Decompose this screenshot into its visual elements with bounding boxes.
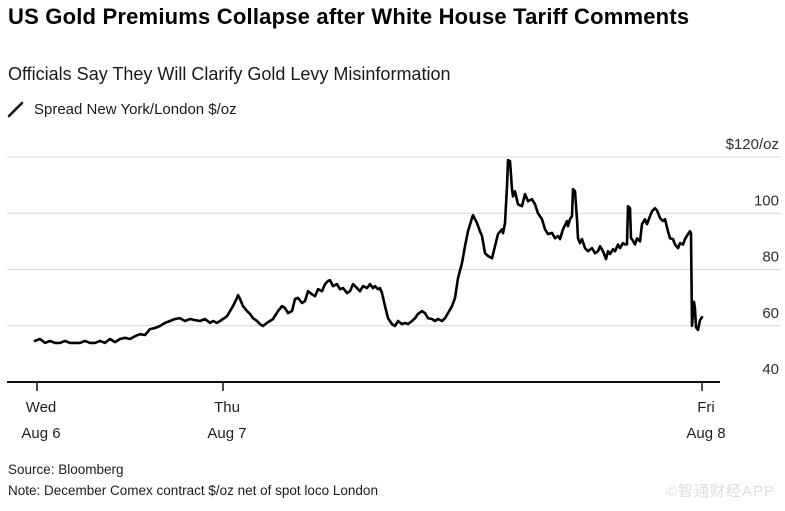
x-axis-day-label: Wed: [26, 399, 57, 416]
x-axis-date-label: Aug 8: [686, 425, 725, 442]
x-axis-date-label: Aug 7: [207, 425, 246, 442]
y-axis-label: $120/oz: [726, 136, 779, 153]
legend: Spread New York/London $/oz: [7, 100, 237, 118]
note-line: Note: December Comex contract $/oz net o…: [8, 483, 378, 498]
chart-canvas: $120/oz 100 80 60 40 Wed Aug 6 Thu Aug 7 Fri Aug 8: [0, 128, 785, 448]
chart-title: US Gold Premiums Collapse after White Ho…: [8, 4, 690, 29]
x-axis-date-label: Aug 6: [21, 425, 60, 442]
chart-canvas-svg: $120/oz 100 80 60 40 Wed Aug 6 Thu Aug 7 Fri Aug 8: [7, 136, 781, 442]
y-axis-label: 80: [762, 249, 779, 266]
x-axis-day-label: Fri: [697, 399, 715, 416]
series-line-icon: [7, 101, 24, 118]
price-line: [33, 158, 704, 345]
chart-subtitle: Officials Say They Will Clarify Gold Lev…: [8, 64, 451, 84]
x-axis-day-label: Thu: [214, 399, 240, 416]
y-axis-label: 60: [762, 305, 779, 322]
footnotes: Source: Bloomberg Note: December Comex c…: [8, 459, 378, 501]
y-axis-label: 100: [754, 192, 779, 209]
source-line: Source: Bloomberg: [8, 462, 124, 477]
y-axis-label: 40: [762, 361, 779, 378]
watermark: ©智通财经APP: [665, 483, 775, 500]
legend-series-label: Spread New York/London $/oz: [34, 100, 237, 118]
